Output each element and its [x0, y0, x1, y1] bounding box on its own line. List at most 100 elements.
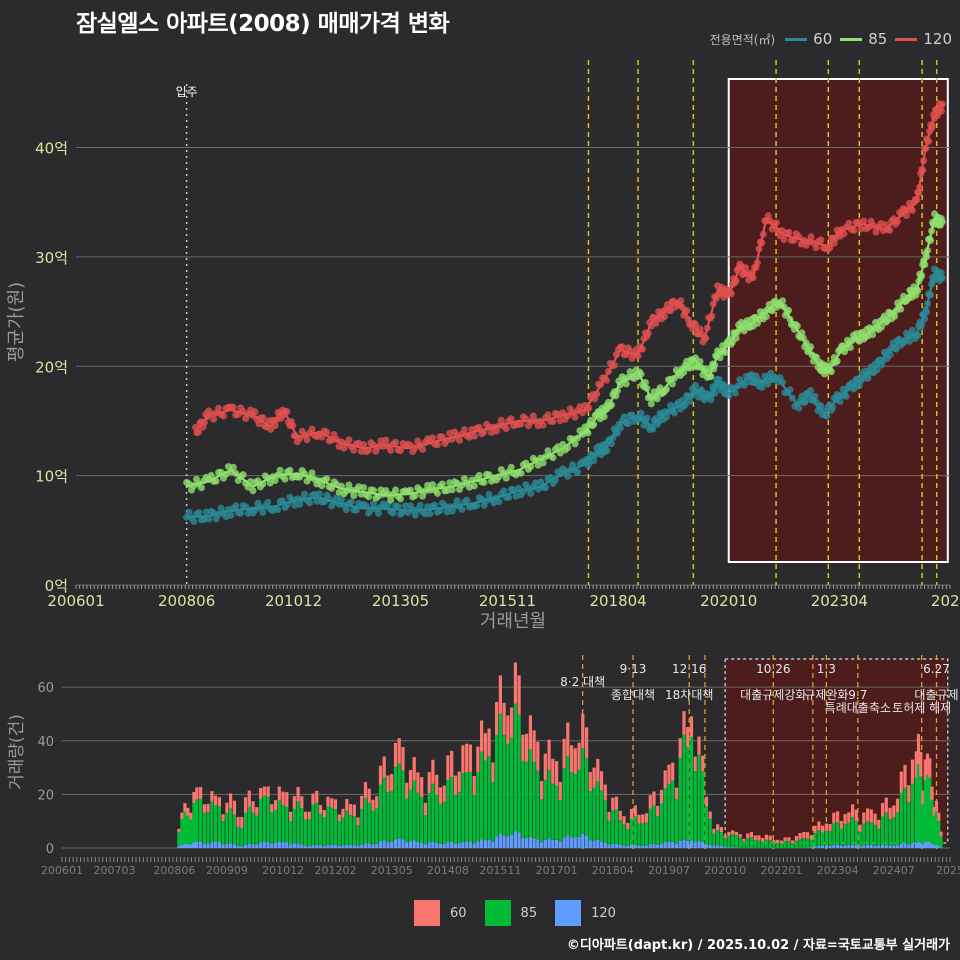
- bar-60: [259, 788, 263, 799]
- data-point-60: [663, 413, 670, 421]
- bar-85: [558, 800, 562, 842]
- data-point-120: [470, 432, 478, 440]
- bar-120: [322, 845, 326, 848]
- bar-60: [240, 816, 244, 828]
- data-point-120: [497, 416, 505, 424]
- bar-60: [791, 840, 795, 844]
- data-point-120: [460, 426, 468, 434]
- bar-120: [251, 844, 255, 848]
- bar-120: [599, 841, 604, 848]
- bar-85: [794, 840, 798, 848]
- bar-120: [446, 841, 450, 848]
- bar-120: [932, 845, 936, 848]
- bar-120: [824, 845, 828, 848]
- bar-85: [596, 781, 600, 840]
- data-point-120: [492, 427, 500, 435]
- bar-85: [337, 821, 341, 846]
- bar-60: [633, 805, 637, 817]
- bar-120: [483, 840, 487, 848]
- bar-85: [622, 824, 626, 846]
- bar-60: [420, 777, 424, 797]
- bar-60: [742, 838, 746, 842]
- bar-120: [832, 844, 836, 848]
- bar-85: [232, 814, 236, 845]
- bar-120: [558, 841, 562, 848]
- bar-120: [585, 835, 589, 848]
- bar-120: [285, 842, 289, 848]
- bar-60: [262, 786, 266, 796]
- data-point-85: [365, 493, 373, 501]
- bar-85: [513, 703, 517, 832]
- bar-60: [746, 833, 750, 838]
- bar-85: [480, 751, 484, 840]
- bar-85: [307, 819, 311, 847]
- bar-85: [195, 799, 199, 842]
- bar-60: [202, 804, 206, 813]
- bar-60: [798, 833, 802, 839]
- bar-60: [558, 781, 562, 800]
- legend-bar-item-60: 60: [414, 900, 467, 926]
- legend-swatch-60: [785, 37, 808, 41]
- bar-120: [270, 843, 274, 848]
- data-point-60: [338, 495, 345, 503]
- bar-120: [225, 843, 229, 848]
- data-point-85: [891, 312, 899, 320]
- bar-60: [528, 715, 532, 750]
- bar-60: [787, 837, 791, 842]
- bar-85: [214, 805, 218, 842]
- bar-60: [895, 798, 900, 813]
- data-point-120: [308, 425, 316, 433]
- data-point-60: [795, 404, 803, 412]
- data-point-85: [507, 463, 515, 471]
- bar-85: [727, 835, 731, 848]
- bar-85: [206, 812, 210, 844]
- data-point-120: [908, 207, 916, 214]
- bar-60: [903, 764, 907, 788]
- bar-120: [648, 844, 652, 848]
- bar-120: [708, 844, 712, 848]
- bar-85: [431, 783, 435, 842]
- bar-60: [214, 795, 218, 806]
- bar-60: [757, 835, 761, 841]
- bar-60: [423, 802, 427, 816]
- bar-60: [629, 809, 634, 819]
- bar-60: [884, 797, 888, 813]
- bar-85: [528, 749, 532, 837]
- data-point-120: [229, 403, 237, 411]
- bar-60: [277, 786, 281, 801]
- bar-60: [581, 713, 585, 748]
- data-point-120: [318, 433, 326, 441]
- bar-85: [862, 823, 866, 846]
- bar-60: [652, 791, 656, 806]
- bar-85: [487, 756, 491, 840]
- bar-120: [180, 844, 184, 848]
- data-point-85: [549, 454, 557, 462]
- bar-85: [937, 820, 941, 846]
- bar-120: [382, 840, 386, 848]
- bar-85: [442, 802, 446, 844]
- bar-120: [934, 845, 939, 848]
- data-point-120: [345, 436, 353, 444]
- bar-120: [495, 836, 499, 848]
- bar-60: [768, 835, 772, 841]
- bar-85: [873, 824, 877, 846]
- bar-60: [296, 786, 300, 802]
- bar-120: [671, 841, 675, 848]
- bar-85: [476, 771, 480, 842]
- bar-85: [573, 774, 577, 838]
- bar-60: [644, 813, 649, 823]
- bar-60: [813, 825, 817, 834]
- data-point-120: [860, 217, 868, 225]
- data-point-85: [406, 486, 414, 494]
- bar-85: [813, 833, 817, 847]
- data-point-60: [637, 409, 645, 417]
- bar-60: [386, 775, 390, 793]
- bar-85: [525, 761, 529, 839]
- bar-120: [450, 841, 454, 848]
- bar-120: [423, 844, 427, 848]
- bar-60: [251, 801, 255, 813]
- bar-60: [457, 771, 461, 793]
- bar-120: [682, 839, 686, 848]
- data-point-120: [529, 412, 537, 420]
- bar-85: [186, 815, 190, 845]
